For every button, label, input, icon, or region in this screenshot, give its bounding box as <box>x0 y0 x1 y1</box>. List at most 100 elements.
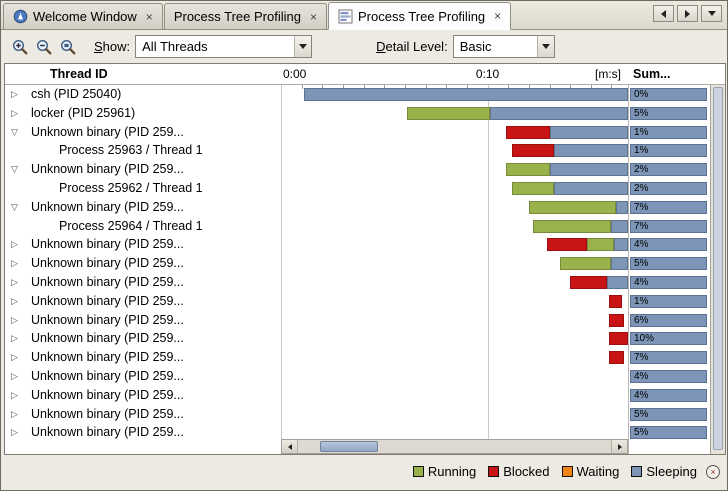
expander-collapsed-icon[interactable]: ▷ <box>11 295 18 306</box>
table-row[interactable]: ▷ locker (PID 25961) 5% <box>5 104 710 123</box>
close-icon[interactable]: × <box>309 9 317 24</box>
thread-id-column-header: Thread ID <box>50 67 108 81</box>
minor-tick <box>363 85 365 89</box>
tab-label: Process Tree Profiling <box>358 8 486 24</box>
minor-tick <box>425 85 427 89</box>
timeline-cell <box>281 179 628 198</box>
state-bar-sleeping <box>489 106 628 120</box>
expander-collapsed-icon[interactable]: ▷ <box>11 276 18 287</box>
state-bar-running <box>586 238 614 252</box>
state-bar-running <box>532 219 612 233</box>
table-row[interactable]: ▷ Unknown binary (PID 259... 4% <box>5 235 710 254</box>
table-row[interactable]: ▷ Unknown binary (PID 259... 7% <box>5 348 710 367</box>
sum-value-bar: 4% <box>630 369 707 383</box>
time-unit-label: [m:s] <box>595 67 621 81</box>
thread-cell: ▷ Unknown binary (PID 259... <box>5 386 281 405</box>
expander-collapsed-icon[interactable]: ▷ <box>11 427 18 438</box>
table-row[interactable]: Process 25962 / Thread 1 2% <box>5 179 710 198</box>
table-row[interactable]: ▽ Unknown binary (PID 259... 1% <box>5 123 710 142</box>
table-row[interactable]: ▽ Unknown binary (PID 259... 2% <box>5 160 710 179</box>
horizontal-scrollbar-track[interactable] <box>298 440 611 453</box>
expander-collapsed-icon[interactable]: ▷ <box>11 352 18 363</box>
expander-collapsed-icon[interactable]: ▷ <box>11 89 18 99</box>
zoom-in-button[interactable] <box>8 35 31 59</box>
scroll-left-button[interactable] <box>282 440 298 453</box>
chart-grid-overlay <box>281 85 628 439</box>
time-tick-label: 0:00 <box>283 67 307 81</box>
expander-collapsed-icon[interactable]: ▷ <box>11 258 18 269</box>
sum-value-bar: 1% <box>630 125 707 139</box>
table-row[interactable]: ▷ Unknown binary (PID 259... 4% <box>5 386 710 405</box>
waiting-swatch <box>561 466 573 477</box>
tab-list-button[interactable] <box>701 5 722 22</box>
welcome-icon <box>13 9 28 24</box>
tab-scroll-left-button[interactable] <box>653 5 674 22</box>
zoom-fit-button[interactable] <box>56 35 79 59</box>
vertical-scrollbar[interactable] <box>710 85 725 454</box>
expander-collapsed-icon[interactable]: ▷ <box>11 408 18 419</box>
timeline-cell <box>281 217 628 236</box>
state-bar-sleeping <box>607 275 628 289</box>
sum-cell: 7% <box>628 217 710 236</box>
row-label: Unknown binary (PID 259... <box>31 350 184 365</box>
legend-label: Running <box>427 464 477 479</box>
table-row[interactable]: ▷ Unknown binary (PID 259... 5% <box>5 423 710 442</box>
vertical-scrollbar-thumb[interactable] <box>713 87 723 450</box>
expander-collapsed-icon[interactable]: ▷ <box>11 370 18 381</box>
table-row[interactable]: ▷ Unknown binary (PID 259... 6% <box>5 311 710 330</box>
time-axis-labels: 0:00 0:10 <box>281 64 628 84</box>
zoom-out-icon <box>36 39 51 54</box>
expander-expanded-icon[interactable]: ▽ <box>11 126 18 137</box>
expander-collapsed-icon[interactable]: ▷ <box>11 314 18 325</box>
expander-expanded-icon[interactable]: ▽ <box>11 164 18 175</box>
table-row[interactable]: Process 25963 / Thread 1 1% <box>5 141 710 160</box>
tab-scroll-right-button[interactable] <box>677 5 698 22</box>
zoom-in-icon <box>12 39 27 54</box>
table-row[interactable]: Process 25964 / Thread 1 7% <box>5 217 710 236</box>
row-label: Unknown binary (PID 259... <box>31 406 184 421</box>
sum-value-bar: 5% <box>630 257 707 271</box>
expander-collapsed-icon[interactable]: ▷ <box>11 333 18 344</box>
tab-bar: Welcome Window × Process Tree Profiling … <box>1 1 727 30</box>
expander-collapsed-icon[interactable]: ▷ <box>11 389 18 400</box>
sum-value-bar: 5% <box>630 407 707 421</box>
close-icon[interactable]: × <box>145 9 153 24</box>
table-row[interactable]: ▷ Unknown binary (PID 259... 5% <box>5 405 710 424</box>
row-label: Unknown binary (PID 259... <box>31 162 184 177</box>
sum-cell: 4% <box>628 386 710 405</box>
show-threads-select[interactable]: All Threads <box>135 35 313 58</box>
detail-level-select[interactable]: Basic <box>452 35 555 58</box>
expander-expanded-icon[interactable]: ▽ <box>11 201 18 212</box>
scroll-right-button[interactable] <box>611 440 627 453</box>
horizontal-scrollbar[interactable] <box>281 439 628 454</box>
tab-process-tree-profiling-2[interactable]: Process Tree Profiling × <box>328 2 512 30</box>
expander-collapsed-icon[interactable]: ▷ <box>11 239 18 250</box>
table-row[interactable]: ▷ Unknown binary (PID 259... 5% <box>5 254 710 273</box>
table-row[interactable]: ▷ Unknown binary (PID 259... 4% <box>5 273 710 292</box>
table-row[interactable]: ▷ csh (PID 25040) 0% <box>5 85 710 104</box>
sum-cell: 1% <box>628 292 710 311</box>
sum-cell: 1% <box>628 123 710 142</box>
timeline-cell <box>281 273 628 292</box>
sum-value-bar: 7% <box>630 200 707 214</box>
legend-close-icon[interactable]: × <box>706 465 720 479</box>
row-label: Unknown binary (PID 259... <box>31 293 184 308</box>
sum-cell: 5% <box>628 254 710 273</box>
table-row[interactable]: ▷ Unknown binary (PID 259... 1% <box>5 292 710 311</box>
close-icon[interactable]: × <box>494 9 502 23</box>
horizontal-scrollbar-thumb[interactable] <box>320 441 378 452</box>
table-row[interactable]: ▷ Unknown binary (PID 259... 4% <box>5 367 710 386</box>
table-header: Thread ID 0:00 0:10 [m:s] Sum... <box>5 64 725 85</box>
state-bar-running <box>559 257 612 271</box>
state-bar-running <box>506 163 550 177</box>
state-bar-blocked <box>570 275 608 289</box>
table-row[interactable]: ▷ Unknown binary (PID 259... 10% <box>5 329 710 348</box>
expander-collapsed-icon[interactable]: ▷ <box>11 107 18 118</box>
zoom-out-button[interactable] <box>32 35 55 59</box>
table-body: ▷ csh (PID 25040) 0% ▷ locker (PID 25961) 5% ▽… <box>5 85 710 454</box>
table-row[interactable]: ▽ Unknown binary (PID 259... 7% <box>5 198 710 217</box>
tab-welcome-window[interactable]: Welcome Window × <box>3 3 163 29</box>
tab-process-tree-profiling-1[interactable]: Process Tree Profiling × <box>163 3 327 29</box>
gridline <box>281 85 282 439</box>
timeline-cell <box>281 254 628 273</box>
